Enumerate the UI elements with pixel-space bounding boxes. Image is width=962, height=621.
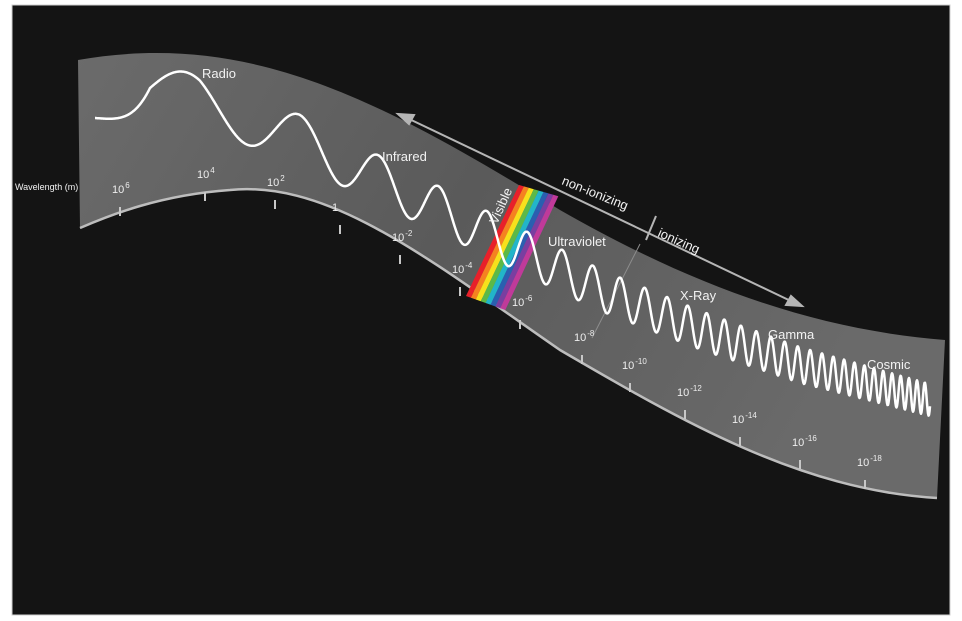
band-label: Gamma: [768, 327, 815, 342]
tick-label: 104: [197, 166, 215, 181]
tick-base: 10: [792, 437, 804, 449]
band-label: Radio: [202, 66, 236, 81]
tick-exponent: -6: [525, 294, 533, 303]
stripe: [500, 194, 559, 310]
tick-exponent: -12: [690, 384, 702, 393]
tick-exponent: 6: [125, 181, 130, 190]
tick-base: 1: [332, 202, 338, 214]
tick-exponent: -8: [587, 329, 595, 338]
tick-label: 10-4: [452, 261, 473, 276]
tick-base: 10: [267, 177, 279, 189]
tick-label: 1: [332, 202, 338, 214]
tick-exponent: -10: [635, 357, 647, 366]
tick-base: 10: [622, 360, 634, 372]
tick-label: 10-8: [574, 329, 595, 344]
tick-exponent: 2: [280, 174, 285, 183]
tick-base: 10: [392, 232, 404, 244]
tick-exponent: -18: [870, 454, 882, 463]
tick-label: 10-2: [392, 229, 413, 244]
tick-base: 10: [574, 332, 586, 344]
visible-stripes: [466, 185, 559, 310]
stripe: [475, 187, 534, 302]
tick-label: 10-14: [732, 411, 757, 426]
stripe: [466, 185, 524, 298]
tick-exponent: -4: [465, 261, 473, 270]
tick-base: 10: [112, 184, 124, 196]
axis-label: Wavelength (m): [15, 182, 78, 192]
tick-label: 10-18: [857, 454, 882, 469]
tick-label: 10-12: [677, 384, 702, 399]
arrow-head: [395, 112, 416, 126]
tick-label: 10-6: [512, 294, 533, 309]
tick-exponent: -2: [405, 229, 413, 238]
band-label: Infrared: [382, 149, 427, 164]
tick-base: 10: [197, 169, 209, 181]
tick-label: 10-10: [622, 357, 647, 372]
axis-line: [79, 187, 938, 500]
tick-base: 10: [677, 387, 689, 399]
tick-exponent: -14: [745, 411, 757, 420]
arrow-line: [404, 116, 796, 304]
band-label: Ultraviolet: [548, 234, 606, 249]
tick-base: 10: [732, 414, 744, 426]
wavelength-ticks: 106104102110-210-410-610-810-1010-1210-1…: [112, 166, 882, 489]
ionizing-arrow: [395, 112, 805, 339]
arrow-head: [784, 294, 805, 308]
band-label: X-Ray: [680, 288, 717, 303]
divider-line: [591, 243, 641, 339]
tick-exponent: 4: [210, 166, 215, 175]
tick-base: 10: [512, 297, 524, 309]
tick-label: 10-16: [792, 434, 817, 449]
wave: [94, 70, 932, 417]
tick-exponent: -16: [805, 434, 817, 443]
tick-label: 102: [267, 174, 285, 189]
tick-base: 10: [857, 457, 869, 469]
band-label: Cosmic: [867, 357, 911, 372]
tick-label: 106: [112, 181, 130, 196]
stripe: [480, 189, 539, 303]
stripe: [490, 192, 549, 307]
divider: [645, 215, 657, 241]
stripe: [495, 193, 554, 309]
tick-base: 10: [452, 264, 464, 276]
stripe: [485, 190, 544, 305]
